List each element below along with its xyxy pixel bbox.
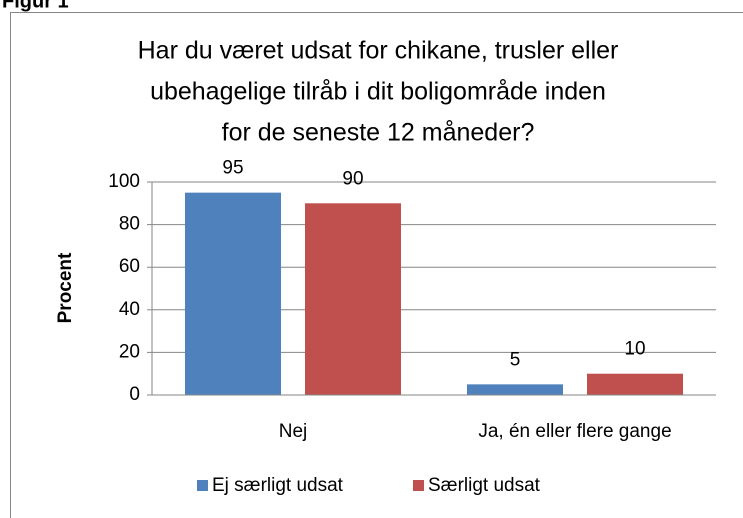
bar (587, 373, 683, 395)
figure-label: Figur 1 (2, 0, 69, 12)
bar (467, 384, 563, 395)
bar (305, 203, 401, 395)
y-tick-label: 80 (119, 214, 140, 235)
chart-title: Har du været udsat for chikane, trusler … (138, 37, 619, 65)
y-tick-label: 100 (108, 171, 140, 192)
legend-label: Ej særligt udsat (212, 475, 344, 496)
y-tick-label: 20 (119, 341, 140, 362)
legend-swatch (413, 480, 424, 491)
legend-swatch (197, 480, 208, 491)
y-axis-label: Procent (55, 252, 76, 323)
legend-label: Særligt udsat (428, 475, 541, 496)
x-tick-label: Ja, én eller flere gange (478, 421, 671, 442)
chart-border (10, 12, 743, 518)
y-tick-label: 40 (119, 299, 140, 320)
data-label: 95 (222, 158, 243, 179)
data-label: 5 (510, 349, 521, 370)
bar (185, 192, 281, 395)
y-tick-label: 60 (119, 256, 140, 277)
y-tick-label: 0 (129, 384, 140, 405)
chart-title: for de seneste 12 måneder? (222, 119, 535, 147)
chart-title: ubehagelige tilråb i dit boligområde ind… (150, 78, 606, 106)
data-label: 10 (624, 339, 645, 360)
data-label: 90 (342, 168, 363, 189)
x-tick-label: Nej (279, 421, 308, 442)
